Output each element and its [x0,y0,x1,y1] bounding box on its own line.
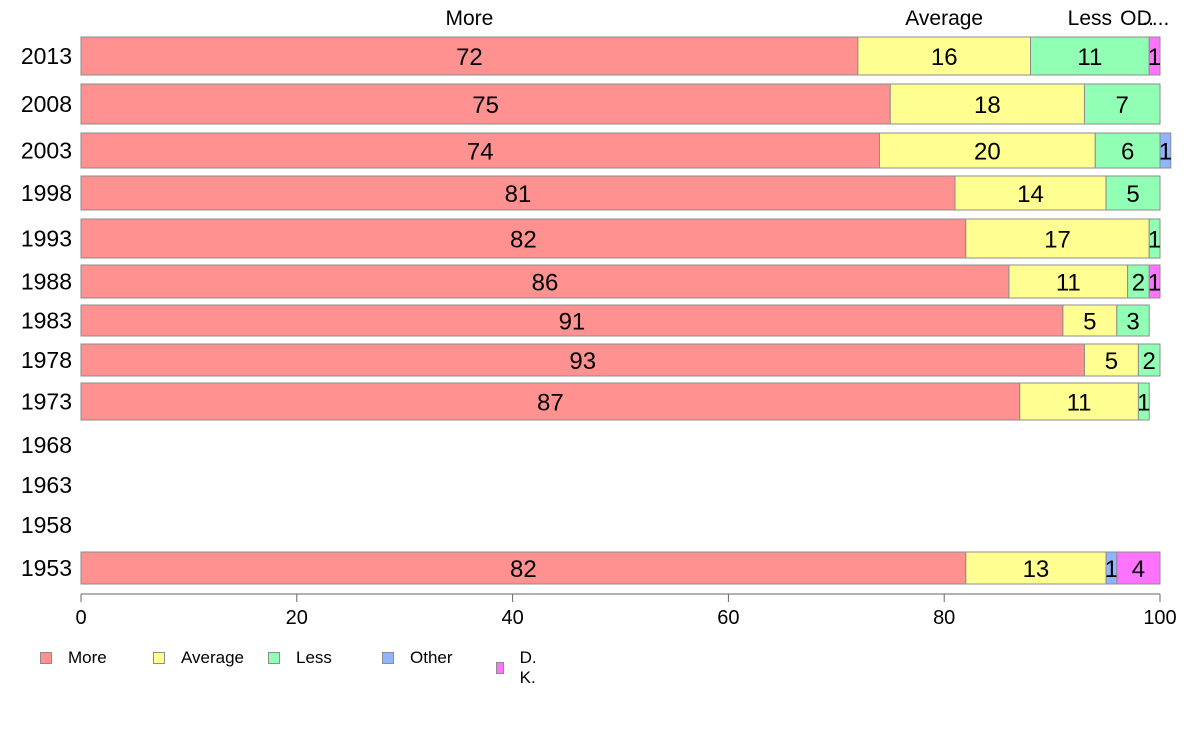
bar-segment [1137,343,1161,377]
year-label: 2003 [21,138,72,164]
bar-segment [1083,343,1139,377]
bar-segment [1116,551,1161,585]
value-label: 4 [1132,556,1145,583]
legend-label: More [68,648,107,667]
value-label: 17 [1044,227,1071,254]
legend-label: Less [296,648,332,667]
year-label: 1988 [21,269,72,295]
top-label: More [446,7,494,30]
bar-segment [1105,175,1161,211]
legend-label: Average [181,648,245,667]
legend-swatch [496,662,504,674]
value-label: 5 [1083,309,1096,336]
bar-segment [1062,304,1118,337]
legend-item: Less [268,648,332,668]
x-tick-label: 40 [501,607,523,629]
bar-segment [1148,36,1161,76]
year-label: 1953 [21,555,72,581]
bar-segment [80,218,967,259]
legend-item: Other [382,648,453,668]
year-label: 2008 [21,91,72,117]
year-label: 1983 [21,308,72,334]
bar-segment [878,132,1096,169]
value-label: 86 [532,270,559,297]
top-label: Less [1068,7,1112,30]
bar-segment [954,175,1107,211]
legend-item: Average [153,648,244,668]
value-label: 1 [1159,139,1172,166]
value-label: 11 [1067,390,1092,417]
bar-segment [1094,132,1161,169]
bar-segment [1019,382,1139,421]
value-label: 81 [505,181,532,208]
bar-segment [80,382,1021,421]
bar-segment [1159,132,1172,169]
value-label: 91 [559,309,586,336]
top-label: D... [1137,7,1170,30]
value-label: 82 [510,556,537,583]
year-label: 1973 [21,389,72,415]
value-label: 82 [510,227,537,254]
year-label: 1963 [21,472,72,498]
value-label: 20 [974,139,1001,166]
value-label: 7 [1116,92,1129,119]
bar-segment [1008,264,1129,299]
year-label: 1998 [21,180,72,206]
bar-segment [80,132,880,169]
year-label: 1968 [21,432,72,458]
value-label: 11 [1077,44,1102,71]
legend-item: More [40,648,107,668]
value-label: 2 [1132,270,1145,297]
top-label: O... [1120,7,1154,30]
legend-swatch [382,652,394,664]
value-label: 5 [1105,348,1118,375]
value-label: 1 [1148,44,1161,71]
x-tick-label: 60 [717,607,739,629]
value-label: 18 [974,92,1001,119]
legend-label: D. K. [519,648,537,687]
bar-segment [889,83,1085,125]
legend-swatch [40,652,52,664]
value-label: 14 [1017,181,1044,208]
value-label: 3 [1126,309,1139,336]
value-label: 93 [569,348,596,375]
value-label: 2 [1143,348,1156,375]
legend-label: Other [410,648,453,667]
value-label: 13 [1023,556,1050,583]
x-tick-label: 80 [933,607,955,629]
value-label: 74 [467,139,494,166]
year-label: 1993 [21,226,72,252]
legend-item: D. K. [496,648,541,688]
value-label: 11 [1056,270,1081,297]
bar-segment [857,36,1032,76]
value-label: 87 [537,390,564,417]
bar-segment [1148,264,1161,299]
x-tick-label: 0 [75,607,86,629]
value-label: 72 [456,44,483,71]
x-tick-label: 100 [1143,607,1176,629]
legend-swatch [268,652,280,664]
year-label: 2013 [21,43,72,69]
value-label: 5 [1126,181,1139,208]
bar-segment [1083,83,1161,125]
value-label: 75 [472,92,499,119]
value-label: 1 [1105,556,1118,583]
bar-segment [1116,304,1150,337]
value-label: 1 [1148,270,1161,297]
bar-segment [80,83,891,125]
value-label: 16 [931,44,958,71]
legend-swatch [153,652,165,664]
year-label: 1958 [21,512,72,538]
x-tick-label: 20 [286,607,308,629]
year-label: 1978 [21,347,72,373]
top-label: Average [905,7,983,30]
value-label: 6 [1121,139,1134,166]
value-label: 1 [1137,390,1150,417]
bar-segment [80,264,1010,299]
bar-segment [1148,218,1161,259]
bar-segment [1137,382,1150,421]
value-label: 1 [1148,227,1161,254]
bar-segment [80,343,1085,377]
